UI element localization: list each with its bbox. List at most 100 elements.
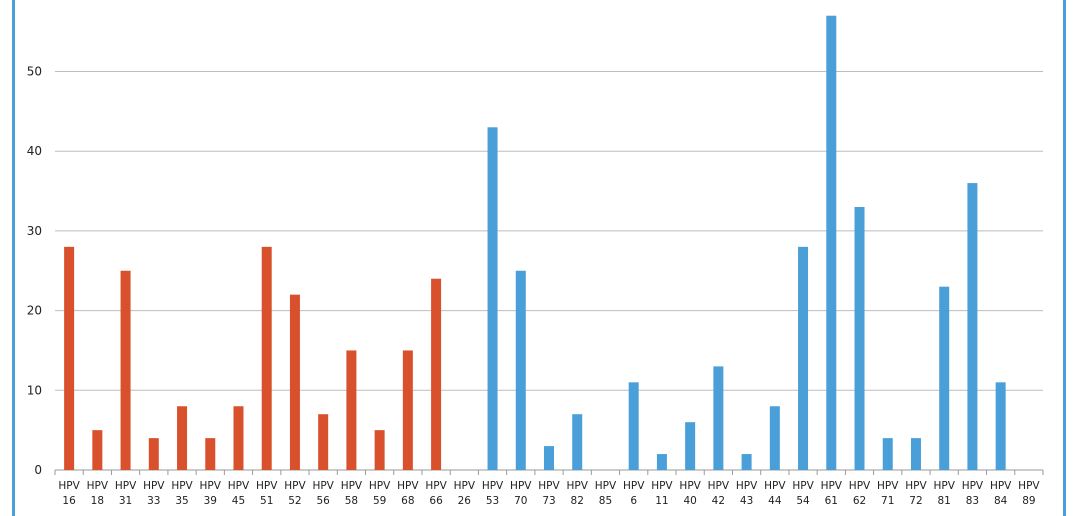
x-tick-label-line1: HPV bbox=[312, 480, 334, 492]
bar bbox=[318, 414, 329, 470]
x-tick-label-line1: HPV bbox=[369, 480, 391, 492]
bar bbox=[798, 246, 809, 470]
x-tick-label-line1: HPV bbox=[962, 480, 984, 492]
x-tick-label-line2: 56 bbox=[316, 495, 330, 507]
x-tick-label-line2: 81 bbox=[938, 495, 951, 507]
bar bbox=[769, 406, 780, 470]
x-tick-label-line1: HPV bbox=[115, 480, 137, 492]
x-tick-label-line1: HPV bbox=[284, 480, 306, 492]
x-tick-label-line1: HPV bbox=[708, 480, 730, 492]
x-tick-label-line2: 51 bbox=[260, 495, 273, 507]
bar bbox=[289, 294, 300, 470]
bar bbox=[205, 438, 216, 470]
x-tick-label-line1: HPV bbox=[679, 480, 701, 492]
x-tick-label-line1: HPV bbox=[200, 480, 222, 492]
bar bbox=[741, 454, 752, 470]
bar bbox=[233, 406, 244, 470]
bar bbox=[374, 430, 385, 470]
y-tick-label: 50 bbox=[27, 65, 42, 79]
x-tick-label-line2: 43 bbox=[740, 495, 753, 507]
bar bbox=[120, 270, 131, 470]
bar bbox=[515, 270, 526, 470]
bar bbox=[967, 183, 978, 470]
bar bbox=[628, 382, 639, 470]
bar bbox=[346, 350, 357, 470]
y-tick-label: 40 bbox=[27, 144, 42, 158]
x-tick-label-line1: HPV bbox=[341, 480, 363, 492]
x-tick-label-line2: 54 bbox=[796, 495, 810, 507]
bar bbox=[713, 366, 724, 470]
y-tick-label: 20 bbox=[27, 304, 42, 318]
x-tick-label-line2: 45 bbox=[232, 495, 245, 507]
bar bbox=[685, 422, 696, 470]
x-tick-label-line2: 71 bbox=[881, 495, 894, 507]
bar bbox=[995, 382, 1006, 470]
bar bbox=[854, 206, 865, 471]
y-tick-label: 30 bbox=[27, 224, 42, 238]
bar bbox=[544, 446, 554, 470]
x-tick-label-line1: HPV bbox=[821, 480, 843, 492]
bar bbox=[177, 406, 188, 470]
x-tick-label-line2: 68 bbox=[401, 495, 414, 507]
x-tick-label-line1: HPV bbox=[736, 480, 758, 492]
x-tick-label-line1: HPV bbox=[651, 480, 673, 492]
x-tick-label-line2: 39 bbox=[204, 495, 217, 507]
x-tick-label-line1: HPV bbox=[228, 480, 250, 492]
x-tick-label-line1: HPV bbox=[538, 480, 560, 492]
x-tick-label-line1: HPV bbox=[397, 480, 419, 492]
x-tick-label-line2: 85 bbox=[599, 495, 612, 507]
x-tick-label-line1: HPV bbox=[87, 480, 109, 492]
bar bbox=[148, 438, 159, 470]
x-tick-label-line2: 82 bbox=[571, 495, 584, 507]
x-tick-label-line1: HPV bbox=[143, 480, 165, 492]
x-tick-label-line2: 73 bbox=[542, 495, 555, 507]
bar bbox=[939, 286, 950, 470]
bar bbox=[910, 438, 921, 470]
bar bbox=[826, 15, 837, 471]
x-tick-label-line1: HPV bbox=[510, 480, 532, 492]
x-tick-label-line2: 59 bbox=[373, 495, 386, 507]
x-tick-label-line1: HPV bbox=[905, 480, 927, 492]
x-tick-label-line2: 52 bbox=[288, 495, 301, 507]
bar bbox=[261, 246, 272, 470]
x-tick-label-line1: HPV bbox=[764, 480, 786, 492]
bar bbox=[64, 246, 75, 470]
x-tick-label-line1: HPV bbox=[425, 480, 447, 492]
x-tick-label-line1: HPV bbox=[454, 480, 476, 492]
bar bbox=[882, 438, 893, 470]
x-tick-label-line1: HPV bbox=[567, 480, 589, 492]
x-tick-label-line1: HPV bbox=[482, 480, 504, 492]
x-tick-label-line1: HPV bbox=[623, 480, 645, 492]
x-tick-label-line2: 84 bbox=[994, 495, 1008, 507]
x-tick-label-line1: HPV bbox=[990, 480, 1012, 492]
y-tick-label: 10 bbox=[27, 383, 42, 397]
x-tick-label-line2: 33 bbox=[147, 495, 160, 507]
x-tick-label-line2: 44 bbox=[768, 495, 782, 507]
frame-right-border bbox=[1063, 0, 1066, 516]
x-tick-label-line2: 58 bbox=[345, 495, 358, 507]
bar bbox=[402, 350, 413, 470]
x-tick-label-line2: 18 bbox=[91, 495, 104, 507]
x-tick-label-line1: HPV bbox=[171, 480, 193, 492]
x-tick-label-line1: HPV bbox=[595, 480, 617, 492]
bar bbox=[487, 127, 498, 470]
x-tick-label-line1: HPV bbox=[933, 480, 955, 492]
x-tick-label-line2: 66 bbox=[429, 495, 443, 507]
x-tick-label-line1: HPV bbox=[792, 480, 814, 492]
x-tick-label-line2: 16 bbox=[62, 495, 76, 507]
x-tick-label-line2: 72 bbox=[909, 495, 922, 507]
bar bbox=[92, 430, 103, 470]
bar bbox=[431, 278, 442, 470]
x-tick-label-line2: 53 bbox=[486, 495, 499, 507]
x-tick-label-line2: 26 bbox=[458, 495, 472, 507]
x-tick-label-line1: HPV bbox=[877, 480, 899, 492]
frame-left-border bbox=[12, 0, 15, 516]
x-tick-label-line2: 70 bbox=[514, 495, 527, 507]
bar bbox=[656, 454, 667, 470]
x-tick-label-line2: 35 bbox=[175, 495, 188, 507]
x-tick-label-line2: 42 bbox=[712, 495, 725, 507]
x-tick-label-line1: HPV bbox=[58, 480, 80, 492]
x-tick-label-line2: 11 bbox=[655, 495, 668, 507]
bar bbox=[572, 414, 583, 470]
